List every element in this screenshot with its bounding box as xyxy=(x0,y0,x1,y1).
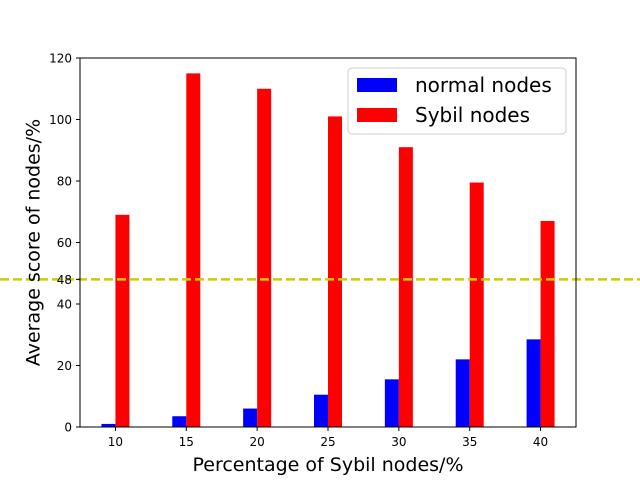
bars-layer xyxy=(101,73,555,428)
legend: normal nodes Sybil nodes xyxy=(347,67,567,135)
x-axis-title: Percentage of Sybil nodes/% xyxy=(192,454,463,476)
y-tick-label-48: 48 xyxy=(57,273,72,287)
y-tick-label-80: 80 xyxy=(57,175,72,189)
sybil-nodes-bar-25 xyxy=(328,116,342,428)
y-axis-title: Average score of nodes/% xyxy=(23,119,45,366)
sybil-nodes-bar-10 xyxy=(115,214,130,427)
y-tick-label-20: 20 xyxy=(57,359,72,373)
legend-swatch-normal-nodes xyxy=(357,78,397,92)
x-tick-label-25: 25 xyxy=(320,435,335,449)
legend-swatch-sybil-nodes xyxy=(357,108,397,122)
x-tick-label-15: 15 xyxy=(179,435,194,449)
y-tick-label-40: 40 xyxy=(57,298,72,312)
normal-nodes-bar-20 xyxy=(243,408,258,427)
legend-box xyxy=(347,67,567,135)
sybil-nodes-bar-20 xyxy=(257,88,272,427)
x-tick-label-35: 35 xyxy=(462,435,477,449)
normal-nodes-bar-25 xyxy=(314,394,328,427)
y-tick-label-120: 120 xyxy=(49,52,72,66)
legend-label-normal-nodes: normal nodes xyxy=(415,73,552,97)
sybil-nodes-bar-15 xyxy=(186,73,201,427)
y-tick-label-0: 0 xyxy=(64,421,72,435)
sybil-nodes-bar-35 xyxy=(469,182,484,427)
normal-nodes-bar-15 xyxy=(172,416,187,427)
normal-nodes-bar-40 xyxy=(526,339,541,427)
sybil-nodes-bar-30 xyxy=(398,147,413,428)
x-tick-label-40: 40 xyxy=(533,435,548,449)
normal-nodes-bar-35 xyxy=(455,359,470,427)
x-tick-label-30: 30 xyxy=(391,435,406,449)
sybil-nodes-bar-40 xyxy=(540,220,555,427)
y-tick-label-100: 100 xyxy=(49,113,72,127)
x-tick-label-10: 10 xyxy=(108,435,123,449)
normal-nodes-bar-10 xyxy=(101,423,116,427)
x-tick-label-20: 20 xyxy=(250,435,265,449)
y-tick-label-60: 60 xyxy=(57,236,72,250)
ticks-layer: 10 15 20 25 30 35 40 0 20 40 48 60 80 100 120 xyxy=(49,52,548,450)
legend-label-sybil-nodes: Sybil nodes xyxy=(415,103,530,127)
normal-nodes-bar-30 xyxy=(384,379,399,427)
